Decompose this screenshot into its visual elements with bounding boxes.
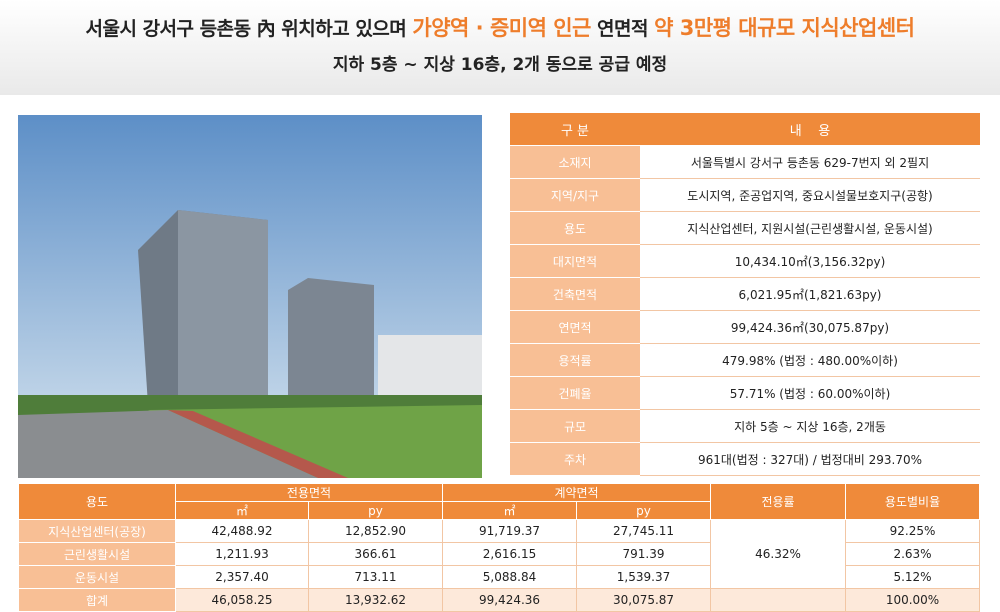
- row-label: 용적률: [510, 343, 640, 377]
- row-value: 지하 5층 ~ 지상 16층, 2개동: [640, 409, 980, 443]
- sidewalk: [168, 410, 348, 478]
- road: [18, 410, 318, 478]
- row-value: 10,434.10㎡(3,156.32py): [640, 244, 980, 278]
- share-value: 2.63%: [845, 542, 980, 566]
- info-row: 지역/지구 도시지역, 준공업지역, 중요시설물보호지구(공항): [510, 178, 980, 212]
- area-value: 1,539.37: [576, 565, 712, 589]
- unit-header: ㎡: [175, 501, 309, 520]
- headline: 서울시 강서구 등촌동 內 위치하고 있으며 가양역 · 증미역 인근 연면적 …: [0, 12, 1000, 42]
- area-table: 용도 전용면적 계약면적 전용률 용도별비율 ㎡ py ㎡ py 지식산업센터(…: [18, 483, 980, 612]
- area-value: 2,357.40: [175, 565, 309, 589]
- row-label: 대지면적: [510, 244, 640, 278]
- info-row: 소재지 서울특별시 강서구 등촌동 629-7번지 외 2필지: [510, 145, 980, 179]
- column-header: 용도: [18, 483, 176, 520]
- unit-row: ㎡ py ㎡ py: [19, 501, 980, 520]
- area-value: 30,075.87: [576, 588, 712, 612]
- unit-header: py: [576, 501, 712, 520]
- area-value: 791.39: [576, 542, 712, 566]
- info-row: 대지면적 10,434.10㎡(3,156.32py): [510, 244, 980, 278]
- share-value: 100.00%: [845, 588, 980, 612]
- info-row: 규모 지하 5층 ~ 지상 16층, 2개동: [510, 409, 980, 443]
- tower: [288, 278, 374, 405]
- tower-face: [178, 210, 268, 405]
- row-label: 소재지: [510, 145, 640, 179]
- area-row: 지식산업센터(공장) 42,488.92 12,852.90 91,719.37 27,…: [18, 519, 980, 589]
- exclusive-rate: 46.32%: [710, 519, 847, 589]
- area-value: 366.61: [307, 542, 444, 566]
- area-value: 12,852.90: [307, 519, 444, 543]
- info-row: 용도 지식산업센터, 지원시설(근린생활시설, 운동시설): [510, 211, 980, 245]
- lawn: [148, 405, 482, 478]
- row-value: 지식산업센터, 지원시설(근린생활시설, 운동시설): [640, 211, 980, 245]
- row-value: 961대(법정 : 327대) / 법정대비 293.70%: [640, 442, 980, 476]
- area-value: 1,211.93: [175, 542, 309, 566]
- area-value: 27,745.11: [576, 519, 712, 543]
- header: 서울시 강서구 등촌동 內 위치하고 있으며 가양역 · 증미역 인근 연면적 …: [0, 0, 1000, 95]
- use-label: 합계: [18, 588, 176, 612]
- area-value: 99,424.36: [442, 588, 578, 612]
- column-header: 내 용: [640, 113, 980, 146]
- column-header: 전용면적: [174, 483, 444, 502]
- area-row: 운동시설 2,357.40 713.11 5,088.84 1,539.37 5.12%: [18, 565, 980, 589]
- building-rendering: [18, 115, 482, 478]
- row-value: 479.98% (법정 : 480.00%이하): [640, 343, 980, 377]
- row-value: 서울특별시 강서구 등촌동 629-7번지 외 2필지: [640, 145, 980, 179]
- area-value: 91,719.37: [442, 519, 578, 543]
- area-value: 13,932.62: [307, 588, 444, 612]
- share-value: 5.12%: [845, 565, 980, 589]
- column-header: 전용률: [710, 483, 847, 520]
- row-label: 규모: [510, 409, 640, 443]
- headline-highlight: 약 3만평 대규모 지식산업센터: [654, 16, 915, 40]
- row-label: 지역/지구: [510, 178, 640, 212]
- info-row: 연면적 99,424.36㎡(30,075.87py): [510, 310, 980, 344]
- area-value: 5,088.84: [442, 565, 578, 589]
- rate-cell: [710, 588, 847, 612]
- unit-header: py: [307, 501, 444, 520]
- row-value: 99,424.36㎡(30,075.87py): [640, 310, 980, 344]
- area-value: 46,058.25: [175, 588, 309, 612]
- share-value: 92.25%: [845, 519, 980, 543]
- row-value: 57.71% (법정 : 60.00%이하): [640, 376, 980, 410]
- headline-text: 연면적: [597, 18, 648, 40]
- header-row: 용도 전용면적 계약면적 전용률 용도별비율: [18, 483, 980, 520]
- area-body: 용도 전용면적 계약면적 전용률 용도별비율 ㎡ py ㎡ py 지식산업센터(…: [18, 483, 980, 612]
- row-label: 건폐율: [510, 376, 640, 410]
- unit-header: ㎡: [442, 501, 578, 520]
- use-label: 지식산업센터(공장): [18, 519, 176, 543]
- row-label: 용도: [510, 211, 640, 245]
- info-row: 주차 961대(법정 : 327대) / 법정대비 293.70%: [510, 442, 980, 476]
- area-value: 42,488.92: [175, 519, 309, 543]
- row-label: 건축면적: [510, 277, 640, 311]
- row-label: 주차: [510, 442, 640, 476]
- info-row: 건폐율 57.71% (법정 : 60.00%이하): [510, 376, 980, 410]
- info-row: 용적률 479.98% (법정 : 480.00%이하): [510, 343, 980, 377]
- headline-text: 서울시 강서구 등촌동 內 위치하고 있으며: [85, 18, 407, 40]
- column-header: 계약면적: [442, 483, 712, 502]
- column-header: 용도별비율: [845, 483, 980, 520]
- area-value: 2,616.15: [442, 542, 578, 566]
- info-row: 건축면적 6,021.95㎡(1,821.63py): [510, 277, 980, 311]
- use-label: 운동시설: [18, 565, 176, 589]
- row-value: 도시지역, 준공업지역, 중요시설물보호지구(공항): [640, 178, 980, 212]
- row-label: 연면적: [510, 310, 640, 344]
- row-value: 6,021.95㎡(1,821.63py): [640, 277, 980, 311]
- subheadline: 지하 5층 ~ 지상 16층, 2개 동으로 공급 예정: [332, 55, 668, 75]
- total-row: 합계 46,058.25 13,932.62 99,424.36 30,075.87 10…: [18, 588, 980, 612]
- column-header: 구 분: [510, 113, 640, 146]
- use-label: 근린생활시설: [18, 542, 176, 566]
- area-value: 713.11: [307, 565, 444, 589]
- headline-highlight: 가양역 · 증미역 인근: [412, 16, 591, 40]
